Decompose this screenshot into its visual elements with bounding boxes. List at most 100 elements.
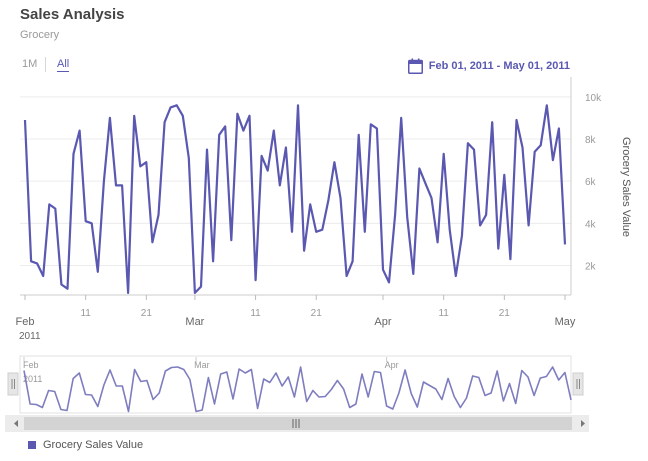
data-point — [194, 292, 197, 295]
data-point — [109, 117, 112, 120]
data-point — [181, 114, 184, 117]
data-point — [521, 146, 524, 149]
data-point — [157, 214, 160, 217]
date-range-picker[interactable]: Feb 01, 2011 - May 01, 2011 — [407, 58, 570, 74]
data-point — [339, 197, 342, 200]
data-point — [254, 279, 257, 282]
data-point — [272, 129, 275, 132]
data-point — [497, 247, 500, 250]
grid-lines — [20, 96, 571, 266]
data-point — [327, 199, 330, 202]
data-point — [127, 292, 130, 295]
data-point — [206, 148, 209, 151]
chart-title: Sales Analysis — [20, 6, 125, 23]
data-point — [145, 161, 148, 164]
data-point — [448, 228, 451, 231]
y-tick-label: 6k — [585, 177, 597, 188]
data-point — [115, 184, 118, 187]
y-tick-label: 2k — [585, 261, 597, 272]
data-point — [218, 133, 221, 136]
data-point — [54, 207, 57, 210]
y-tick-label: 8k — [585, 135, 597, 146]
data-point — [169, 106, 172, 109]
data-point — [430, 197, 433, 200]
x-tick-sublabel: 2011 — [19, 331, 41, 342]
data-point — [473, 148, 476, 151]
y-tick-label: 4k — [585, 219, 597, 230]
x-tick-label: May — [555, 316, 576, 328]
x-tick-label: Mar — [185, 316, 204, 328]
data-point — [84, 220, 87, 223]
data-point — [321, 228, 324, 231]
data-point — [60, 283, 63, 286]
navigator-line — [23, 366, 572, 413]
data-point — [400, 117, 403, 120]
data-point — [96, 270, 99, 273]
x-tick-label: 11 — [250, 308, 261, 319]
data-point — [412, 273, 415, 276]
scroll-right-arrow[interactable] — [581, 420, 585, 427]
data-point — [315, 230, 318, 233]
data-point — [357, 133, 360, 136]
data-point — [394, 214, 397, 217]
data-point — [545, 104, 548, 107]
navigator-label: Mar — [194, 360, 210, 370]
data-point — [30, 260, 33, 263]
data-point — [66, 287, 69, 290]
range-1m-button[interactable]: 1M — [22, 58, 38, 70]
data-point — [303, 249, 306, 252]
x-tick-label: 21 — [141, 308, 153, 319]
data-point — [558, 127, 561, 130]
data-point — [436, 241, 439, 244]
data-point — [24, 119, 27, 122]
legend[interactable]: Grocery Sales Value — [28, 439, 143, 451]
data-point — [163, 121, 166, 124]
data-point — [72, 152, 75, 155]
navigator-window[interactable] — [19, 355, 572, 414]
data-point — [224, 125, 227, 128]
data-point — [424, 182, 427, 185]
data-point — [285, 146, 288, 149]
data-point — [467, 142, 470, 145]
x-tick-label: Feb — [16, 316, 35, 328]
data-point — [442, 152, 445, 155]
data-point — [533, 150, 536, 153]
data-point — [291, 230, 294, 233]
data-point — [333, 161, 336, 164]
data-point — [527, 224, 530, 227]
data-point — [418, 167, 421, 170]
navigator-series — [23, 366, 572, 413]
data-point — [503, 174, 506, 177]
data-point — [369, 123, 372, 126]
data-point — [297, 104, 300, 107]
x-tick-label: 11 — [80, 308, 91, 319]
data-point — [103, 180, 106, 183]
data-point — [133, 114, 136, 117]
scrollbar[interactable] — [5, 415, 589, 432]
y-tick-label: 10k — [585, 93, 602, 104]
navigator-label: Apr — [385, 360, 399, 370]
range-all-button[interactable]: All — [57, 58, 70, 72]
date-range-label: Feb 01, 2011 - May 01, 2011 — [428, 60, 570, 72]
navigator[interactable]: Feb 2011 Mar Apr — [7, 355, 584, 414]
x-tick-label: 21 — [311, 308, 323, 319]
data-point — [36, 262, 39, 265]
data-point — [509, 258, 512, 261]
data-point — [48, 203, 51, 206]
data-point — [230, 239, 233, 242]
scrollbar-thumb[interactable] — [24, 417, 572, 430]
range-divider — [45, 57, 46, 72]
data-point — [248, 114, 251, 117]
data-point — [351, 260, 354, 263]
navigator-left-handle[interactable] — [7, 372, 19, 396]
data-point — [479, 224, 482, 227]
data-point — [485, 214, 488, 217]
data-point — [212, 260, 215, 263]
x-tick-label: Apr — [374, 316, 391, 328]
data-point — [345, 275, 348, 278]
scroll-left-arrow[interactable] — [14, 420, 18, 427]
data-point — [242, 129, 245, 132]
x-tick-label: 21 — [499, 308, 511, 319]
data-point — [187, 157, 190, 160]
navigator-right-handle[interactable] — [572, 372, 584, 396]
